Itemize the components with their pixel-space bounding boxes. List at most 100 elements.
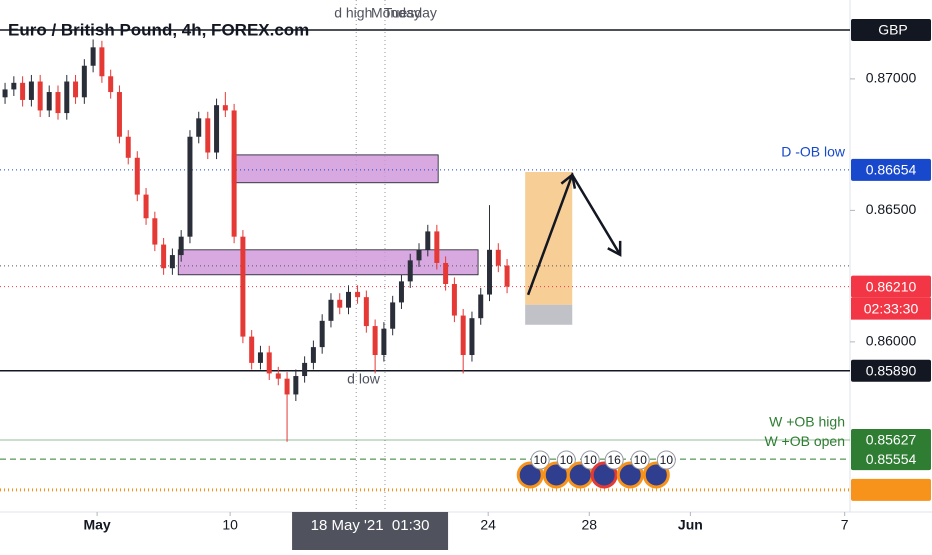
event-count: 16 (607, 453, 621, 467)
candle-body (434, 231, 440, 263)
candle-body (249, 336, 255, 363)
y-tick-label: 0.87000 (866, 70, 917, 86)
level-name: D -OB low (781, 144, 846, 160)
candle-body (178, 236, 184, 256)
event-badge (656, 450, 676, 470)
candle-body (64, 81, 70, 114)
event-badge (556, 450, 576, 470)
price-badge-label: 0.85890 (866, 362, 917, 378)
candle-body (73, 81, 79, 98)
candle-body (205, 118, 211, 153)
candle-body (108, 76, 114, 93)
event-icon (516, 461, 544, 489)
price-badge (851, 359, 931, 382)
candle-body (460, 315, 466, 356)
candle-body (257, 352, 263, 363)
chart-title: Euro / British Pound, 4h, FOREX.com (8, 20, 309, 39)
event-badge (604, 450, 624, 470)
candle-body (116, 92, 122, 137)
candle-body (425, 231, 431, 250)
vertical-label: Tuesday (384, 5, 437, 21)
candle-body (222, 105, 228, 111)
event-count: 10 (534, 453, 548, 467)
event-icon (590, 461, 618, 489)
candle-body (346, 291, 352, 308)
candle-body (20, 82, 26, 100)
annotation: d low (347, 371, 381, 387)
candle-body (37, 81, 43, 111)
candle-body (28, 81, 34, 100)
candle-body (319, 320, 325, 348)
candle-body (134, 157, 140, 195)
candle-body (416, 249, 422, 261)
price-badge (851, 448, 931, 471)
level-name: W +OB open (764, 433, 845, 449)
zone (177, 249, 479, 276)
candle-body (81, 65, 87, 98)
candle-body (337, 299, 343, 308)
candle-body (99, 47, 105, 77)
candle-body (310, 347, 316, 363)
event-count: 10 (660, 453, 674, 467)
price-badge (851, 478, 931, 501)
candle-body (240, 236, 246, 337)
arrow-head (607, 240, 622, 257)
candle-body (187, 136, 193, 237)
event-count: 10 (634, 453, 648, 467)
candle-body (231, 110, 237, 237)
price-badge-label: 0.86654 (866, 162, 917, 178)
arrow-head (560, 172, 577, 189)
candle-body (495, 249, 501, 266)
price-badge-label: 0.85627 (866, 432, 917, 448)
candle-body (372, 326, 378, 356)
candle-body (125, 136, 131, 158)
candle-body (266, 352, 272, 374)
price-badge (851, 275, 931, 298)
candle-body (293, 376, 299, 395)
zone (525, 304, 573, 325)
candle-body (55, 92, 61, 114)
x-tick-label: May (83, 517, 110, 533)
event-count: 10 (560, 453, 574, 467)
candle-body (214, 105, 220, 153)
event-badge (630, 450, 650, 470)
candle-body (143, 194, 149, 219)
candle-body (478, 294, 484, 319)
vertical-label: d high (334, 5, 372, 21)
candle-body (275, 373, 281, 379)
candle-body (2, 89, 8, 98)
x-tick-label: Jun (678, 517, 703, 533)
candle-body (363, 297, 369, 327)
candle-body (390, 302, 396, 329)
candle-body (381, 328, 387, 356)
candle-body (196, 118, 202, 137)
candle-body (152, 218, 158, 245)
price-badge (851, 428, 931, 451)
candle-body (504, 265, 510, 287)
candle-body (11, 82, 17, 90)
candle-body (161, 244, 167, 269)
candle-body (487, 249, 493, 295)
x-tick-label: 28 (581, 517, 597, 533)
candle-body (284, 378, 290, 395)
candle-body (169, 255, 175, 269)
event-badge (580, 450, 600, 470)
candle-body (407, 260, 413, 282)
price-badge (851, 18, 931, 41)
candle-body (443, 262, 449, 285)
candle-body (302, 362, 308, 377)
event-icon (642, 461, 670, 489)
candle-body (451, 284, 457, 316)
vertical-label: Monday (371, 5, 421, 21)
price-badge (851, 158, 931, 181)
x-tick-label: 10 (222, 517, 238, 533)
event-count: 10 (584, 453, 598, 467)
price-badge-label: 0.86210 (866, 278, 917, 294)
x-tick-label: 24 (480, 517, 496, 533)
candle-body (328, 299, 334, 321)
price-badge-label: 0.85554 (866, 451, 917, 467)
candle-body (46, 92, 52, 111)
zone (231, 154, 439, 184)
crosshair-badge (292, 512, 449, 550)
